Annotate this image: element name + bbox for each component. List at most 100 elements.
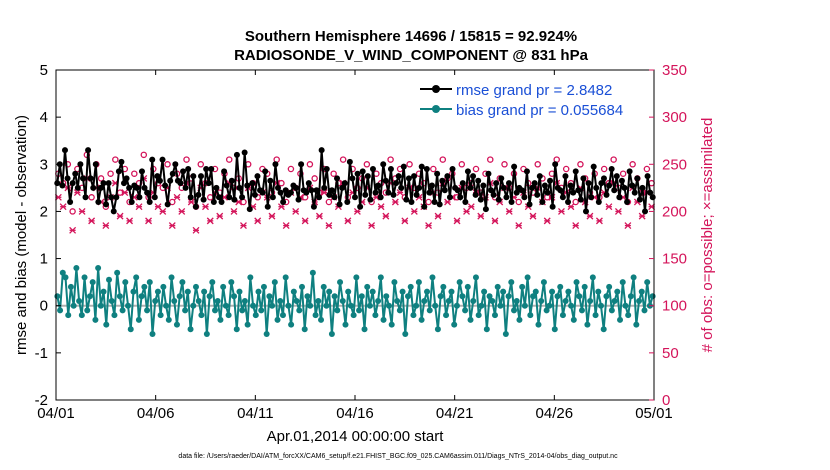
rmse-point <box>92 161 99 168</box>
rmse-point <box>272 161 279 168</box>
rmse-point <box>557 187 564 194</box>
y-right-tick-label: 0 <box>662 392 670 409</box>
bias-point <box>106 276 113 283</box>
bias-point <box>638 288 645 295</box>
bias-point <box>152 298 159 304</box>
rmse-point <box>251 191 258 198</box>
bias-point <box>611 298 618 304</box>
bias-point <box>236 288 243 295</box>
rmse-point <box>218 199 225 205</box>
obs-possible-marker <box>406 161 413 168</box>
bias-point <box>334 307 341 314</box>
bias-point <box>380 316 387 323</box>
rmse-point <box>526 201 533 208</box>
rmse-point <box>231 196 238 203</box>
rmse-point <box>567 182 574 189</box>
obs-assimilated-marker <box>595 217 603 225</box>
obs-possible-marker <box>131 170 138 177</box>
y-left-tick-label: 5 <box>40 62 48 79</box>
rmse-point <box>408 199 415 205</box>
bias-point <box>298 283 305 290</box>
rmse-point <box>488 187 495 194</box>
rmse-point <box>639 184 646 191</box>
bias-point <box>524 274 531 281</box>
bias-point <box>163 302 170 309</box>
rmse-point <box>616 194 623 201</box>
obs-possible-marker <box>112 156 119 163</box>
bias-point <box>285 302 292 309</box>
rmse-point <box>223 182 230 189</box>
obs-possible-marker <box>515 198 522 206</box>
obs-assimilated-marker <box>425 222 433 230</box>
bias-point <box>394 298 401 304</box>
obs-assimilated-marker <box>159 207 167 215</box>
rmse-point <box>493 180 500 187</box>
obs-possible-marker <box>225 156 233 163</box>
rmse-point <box>100 180 107 187</box>
obs-assimilated-marker <box>586 212 594 220</box>
rmse-point <box>215 194 222 201</box>
obs-assimilated-marker <box>614 207 622 215</box>
obs-possible-marker <box>169 198 176 206</box>
bias-point <box>320 283 327 290</box>
obs-possible-marker <box>562 165 570 173</box>
obs-assimilated-marker <box>88 217 96 225</box>
bias-point <box>413 302 420 309</box>
obs-assimilated-marker <box>126 217 134 225</box>
bias-point <box>57 307 64 314</box>
rmse-point <box>192 203 199 210</box>
bias-point <box>636 298 643 304</box>
bias-point <box>271 279 278 286</box>
bias-point <box>399 288 406 295</box>
bias-point <box>190 302 197 309</box>
bias-point <box>220 283 227 290</box>
obs-assimilated-marker <box>73 189 81 197</box>
obs-assimilated-marker <box>401 217 409 225</box>
rmse-point <box>606 182 613 189</box>
rmse-point <box>357 203 364 210</box>
rmse-point <box>64 175 71 182</box>
rmse-point <box>457 194 464 201</box>
obs-possible-marker <box>458 161 466 168</box>
bias-point <box>570 316 577 323</box>
bias-point <box>554 293 561 300</box>
rmse-point <box>375 182 382 189</box>
rmse-point <box>439 177 446 184</box>
bias-point <box>233 326 240 333</box>
bias-point <box>203 331 210 337</box>
rmse-point <box>364 173 371 180</box>
obs-possible-marker <box>197 161 205 168</box>
obs-assimilated-marker <box>301 217 309 225</box>
y-left-tick-label: 4 <box>40 109 48 126</box>
rmse-point <box>138 168 145 175</box>
rmse-point <box>595 199 602 205</box>
bias-point <box>489 298 496 304</box>
bias-point <box>274 316 281 323</box>
bias-point <box>133 274 140 281</box>
obs-possible-marker <box>610 156 617 163</box>
bias-point <box>149 331 156 337</box>
bias-point <box>527 312 534 319</box>
rmse-point <box>118 158 125 165</box>
obs-assimilated-marker <box>605 203 613 211</box>
rmse-point <box>459 180 466 187</box>
bias-point <box>114 269 121 276</box>
obs-assimilated-marker <box>505 207 513 215</box>
rmse-point <box>552 161 559 168</box>
bias-point <box>214 298 221 304</box>
rmse-point <box>611 187 618 194</box>
rmse-point <box>267 177 274 184</box>
obs-assimilated-marker <box>216 212 224 220</box>
rmse-point <box>403 196 410 203</box>
obs-assimilated-marker <box>529 212 537 220</box>
rmse-point <box>624 199 631 205</box>
x-tick-label: 04/06 <box>137 405 175 422</box>
bias-point <box>361 326 368 333</box>
rmse-point <box>421 203 428 210</box>
rmse-point <box>323 166 330 172</box>
rmse-point <box>405 175 412 182</box>
obs-assimilated-marker <box>382 212 390 220</box>
bias-point <box>467 316 474 323</box>
rmse-point <box>203 166 210 172</box>
rmse-point <box>613 173 620 180</box>
